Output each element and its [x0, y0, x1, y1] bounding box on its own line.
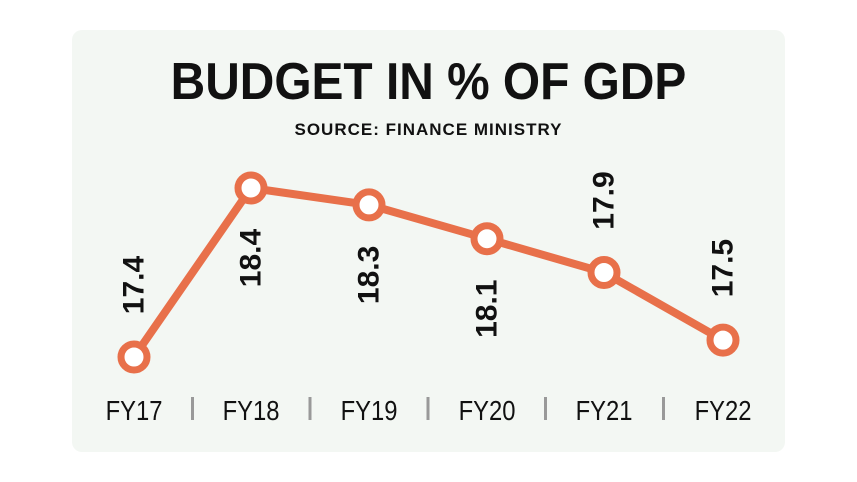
x-tick-label: FY22 — [695, 394, 752, 426]
chart-title: BUDGET IN % OF GDP — [170, 53, 687, 111]
series-line — [130, 184, 725, 360]
x-tick-label: FY21 — [576, 394, 633, 426]
data-point-fy18 — [234, 171, 268, 205]
chart-card — [72, 30, 785, 452]
data-label: 18.3 — [353, 246, 386, 304]
data-label: 17.9 — [588, 171, 621, 229]
x-tick-label: FY17 — [106, 394, 163, 426]
x-tick-label: FY20 — [459, 394, 516, 426]
data-label: 18.1 — [471, 280, 504, 338]
data-label: 17.5 — [707, 239, 740, 297]
data-point-fy22 — [706, 323, 740, 357]
data-label: 18.4 — [235, 228, 268, 287]
data-point-fy17 — [117, 340, 151, 374]
chart-subtitle: SOURCE: FINANCE MINISTRY — [294, 120, 563, 139]
data-point-fy20 — [470, 222, 504, 256]
data-label: 17.4 — [118, 255, 151, 314]
data-point-fy21 — [587, 256, 621, 289]
x-tick-label: FY19 — [341, 394, 398, 426]
data-point-fy19 — [352, 188, 386, 222]
x-tick-label: FY18 — [223, 394, 280, 426]
